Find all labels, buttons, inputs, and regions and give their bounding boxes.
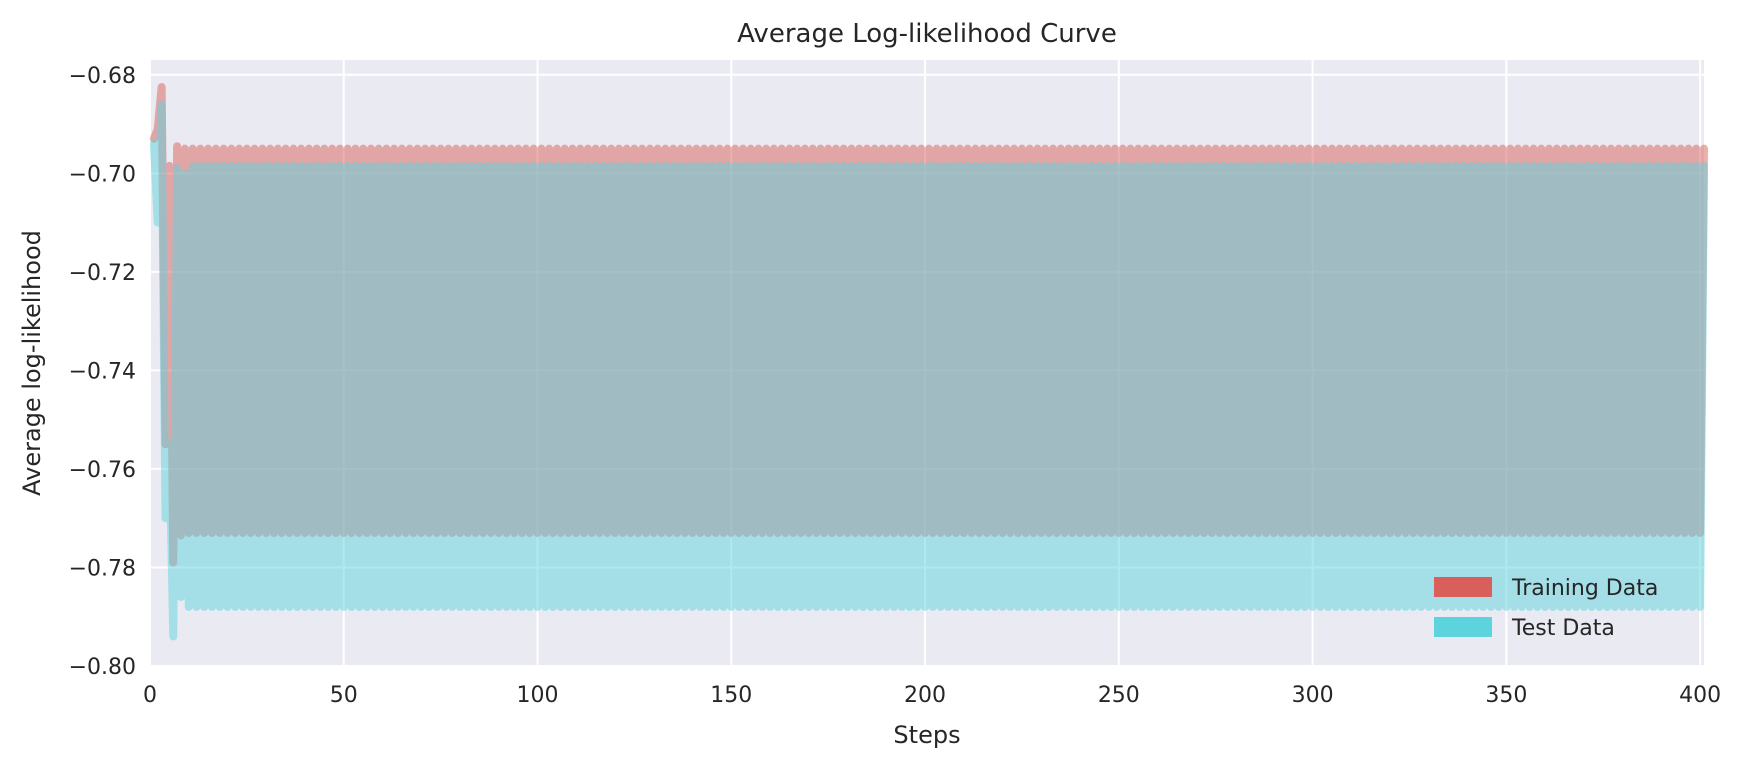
y-tick-label: −0.72: [69, 261, 136, 286]
x-tick-label: 350: [1485, 683, 1527, 708]
x-tick-label: 0: [143, 683, 157, 708]
x-tick-labels: 0 50 100 150 200 250 300 350 400: [143, 683, 1721, 708]
x-axis-label: Steps: [893, 721, 960, 749]
series-line-test: [149, 100, 1708, 641]
legend-label-training: Training Data: [1511, 576, 1658, 601]
y-tick-labels: −0.68 −0.70 −0.72 −0.74 −0.76 −0.78 −0.80: [69, 64, 136, 680]
x-tick-label: 100: [517, 683, 559, 708]
legend: Training Data Test Data: [1434, 576, 1658, 641]
legend-swatch-test: [1434, 617, 1492, 637]
x-tick-label: 50: [330, 683, 358, 708]
chart-title: Average Log-likelihood Curve: [737, 19, 1117, 49]
y-tick-label: −0.76: [69, 458, 136, 483]
x-tick-label: 150: [710, 683, 752, 708]
series-layer: [149, 83, 1708, 641]
x-tick-label: 250: [1098, 683, 1140, 708]
y-tick-label: −0.78: [69, 556, 136, 581]
y-tick-label: −0.68: [69, 64, 136, 89]
legend-label-test: Test Data: [1511, 616, 1615, 641]
y-axis-label: Average log-likelihood: [18, 230, 46, 496]
y-tick-label: −0.70: [69, 162, 136, 187]
x-tick-label: 400: [1679, 683, 1721, 708]
y-tick-label: −0.80: [69, 655, 136, 680]
legend-swatch-training: [1434, 577, 1492, 597]
x-tick-label: 300: [1292, 683, 1334, 708]
y-tick-label: −0.74: [69, 359, 136, 384]
x-tick-label: 200: [904, 683, 946, 708]
